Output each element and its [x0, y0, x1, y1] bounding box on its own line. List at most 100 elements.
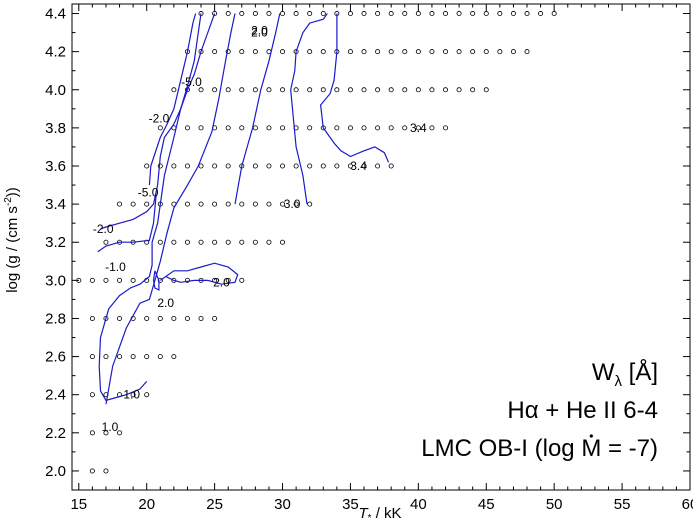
y-tick-label: 4.2: [45, 44, 66, 61]
grid-point: [212, 163, 218, 169]
grid-point: [375, 11, 381, 17]
contour-line: [319, 13, 390, 163]
y-tick-label: 2.6: [45, 349, 66, 366]
grid-point: [103, 239, 109, 245]
grid-point: [225, 201, 231, 207]
grid-point: [307, 49, 313, 55]
grid-point: [130, 277, 136, 283]
grid-point: [266, 163, 272, 169]
grid-point: [144, 163, 150, 169]
grid-point: [239, 125, 245, 131]
grid-point: [456, 87, 462, 93]
grid-point: [483, 11, 489, 17]
y-tick-label: 2.0: [45, 463, 66, 480]
grid-point: [103, 468, 109, 474]
grid-point: [198, 125, 204, 131]
grid-point: [470, 49, 476, 55]
grid-point: [334, 87, 340, 93]
grid-point: [347, 49, 353, 55]
grid-point: [144, 201, 150, 207]
grid-point: [307, 125, 313, 131]
grid-point: [375, 49, 381, 55]
grid-point: [184, 125, 190, 131]
grid-point: [103, 430, 109, 436]
grid-point: [510, 49, 516, 55]
grid-point: [184, 239, 190, 245]
grid-point: [171, 277, 177, 283]
contour-line: [105, 13, 236, 405]
grid-point: [388, 87, 394, 93]
grid-point: [280, 239, 286, 245]
contour-label: 1.0: [102, 420, 119, 434]
grid-point: [497, 49, 503, 55]
grid-point: [293, 11, 299, 17]
grid-point: [347, 125, 353, 131]
grid-point: [225, 277, 231, 283]
contour-label: -5.0: [181, 75, 202, 89]
contour-label: 3.0: [284, 197, 301, 211]
contour-line: [290, 13, 328, 205]
x-tick-label: 55: [614, 496, 631, 513]
grid-point: [157, 315, 163, 321]
contour-line: [98, 13, 216, 402]
grid-point: [415, 49, 421, 55]
grid-point: [103, 354, 109, 360]
grid-point: [388, 49, 394, 55]
grid-point: [361, 11, 367, 17]
contour-label: -1.0: [105, 260, 126, 274]
y-tick-label: 4.0: [45, 82, 66, 99]
contour-line: [152, 270, 160, 291]
axis-ticks: 15 20 25 30 35 40 45 50 55 60 2.0 2.2 2.4 2.6 2.8 3.0 3.…: [45, 4, 693, 513]
grid-point: [524, 11, 530, 17]
grid-point: [415, 11, 421, 17]
grid-point: [524, 49, 530, 55]
y-tick-label: 3.4: [45, 196, 66, 213]
grid-point: [429, 49, 435, 55]
contour-label: 3.4: [350, 159, 367, 173]
grid-point: [483, 87, 489, 93]
y-tick-label: 3.2: [45, 234, 66, 251]
x-tick-label: 50: [546, 496, 563, 513]
grid-point: [266, 87, 272, 93]
grid-point: [375, 125, 381, 131]
grid-point: [144, 354, 150, 360]
annotation-line-2: Hα + He II 6-4: [507, 397, 658, 424]
grid-point: [76, 277, 82, 283]
grid-point: [415, 87, 421, 93]
grid-point: [212, 315, 218, 321]
grid-point: [280, 125, 286, 131]
x-tick-label: 30: [274, 496, 291, 513]
grid-point: [89, 315, 95, 321]
grid-point: [171, 163, 177, 169]
contour-label: -5.0: [138, 186, 159, 200]
grid-point: [510, 11, 516, 17]
grid-point: [212, 201, 218, 207]
y-tick-label: 4.4: [45, 6, 66, 23]
grid-point: [334, 125, 340, 131]
grid-point: [538, 11, 544, 17]
x-tick-label: 45: [478, 496, 495, 513]
grid-point: [443, 125, 449, 131]
grid-point: [266, 125, 272, 131]
x-axis-label: T* / kK: [358, 505, 401, 524]
x-tick-label: 35: [342, 496, 359, 513]
grid-point: [320, 11, 326, 17]
grid-point: [402, 49, 408, 55]
grid-point: [239, 277, 245, 283]
grid-point: [551, 11, 557, 17]
mdot-symbol: M: [581, 435, 601, 462]
x-tick-label: 40: [410, 496, 427, 513]
grid-point: [361, 125, 367, 131]
grid-point: [252, 11, 258, 17]
grid-point: [307, 87, 313, 93]
y-tick-label: 3.0: [45, 272, 66, 289]
grid-point: [320, 163, 326, 169]
contour-line: [234, 13, 281, 205]
grid-point: [483, 49, 489, 55]
grid-point: [266, 11, 272, 17]
grid-point: [103, 277, 109, 283]
grid-point: [171, 354, 177, 360]
grid-point: [225, 239, 231, 245]
grid-point: [361, 87, 367, 93]
grid-point: [470, 11, 476, 17]
